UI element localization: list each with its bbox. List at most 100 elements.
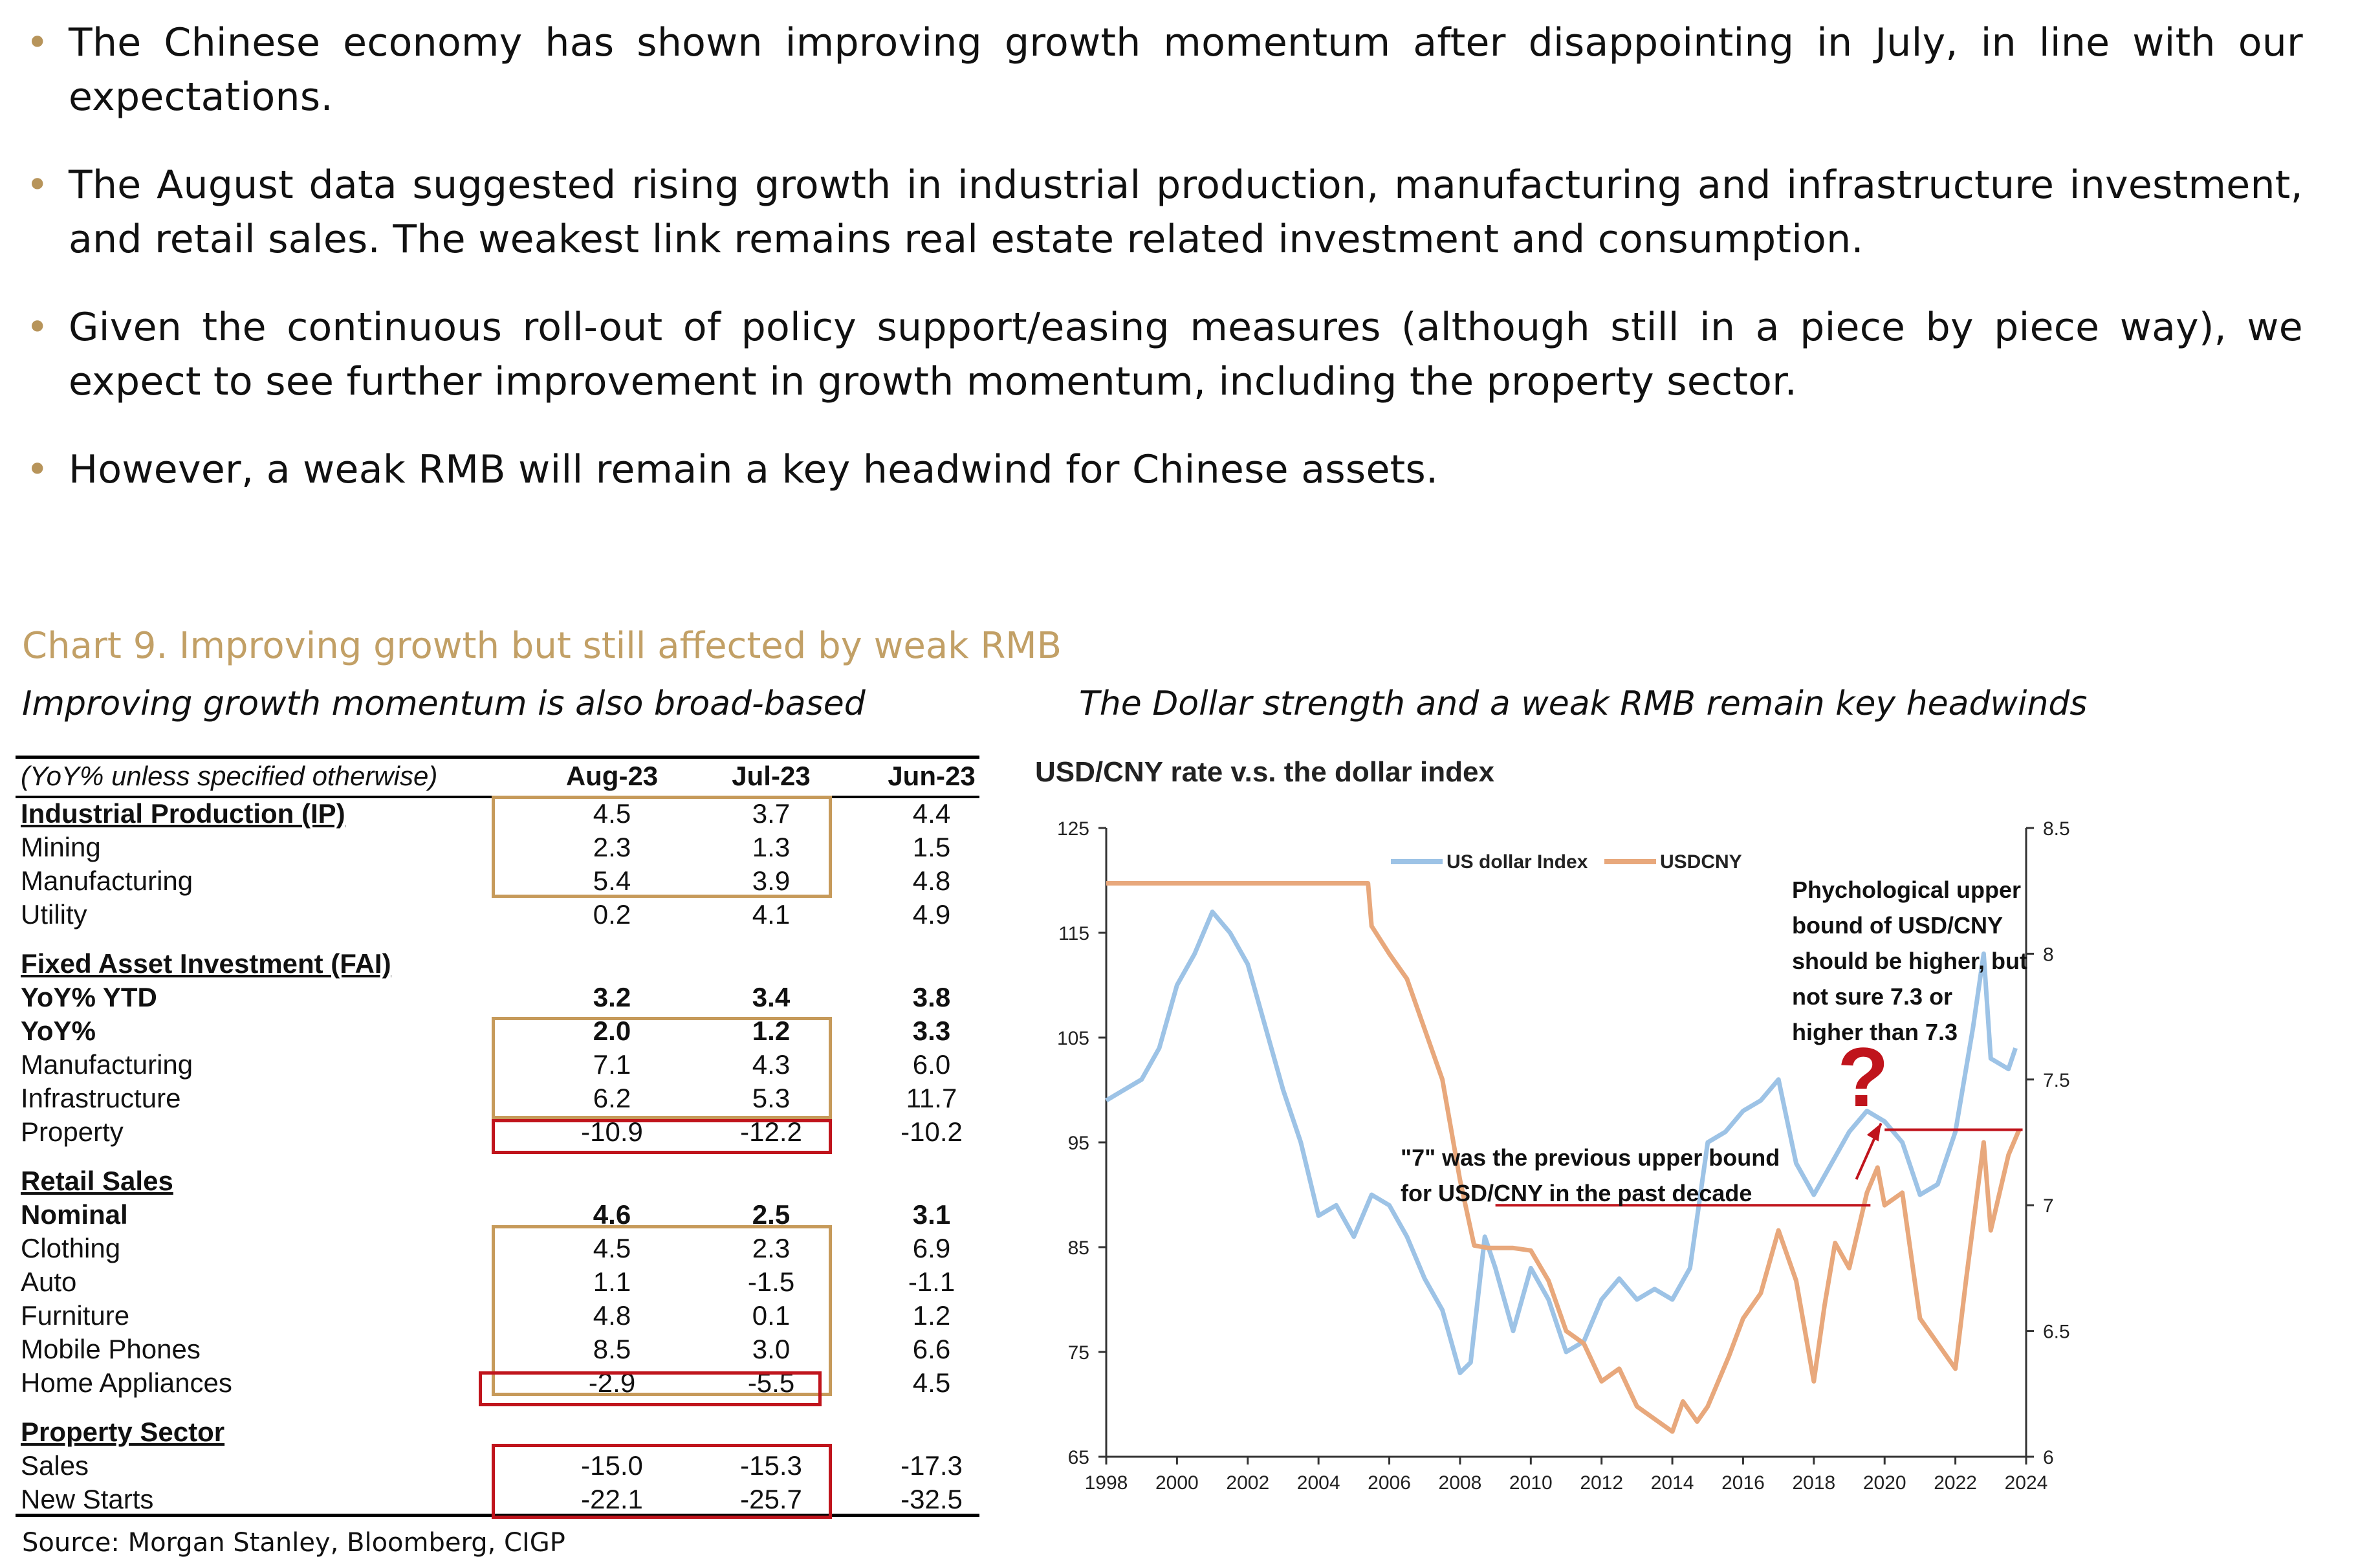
table-row: New Starts -22.1 -25.7 -32.5 [16,1484,979,1518]
row-label: Clothing [21,1233,121,1263]
table-row: Nominal 4.6 2.5 3.1 [16,1199,979,1233]
cell-value: 3.0 [752,1334,791,1364]
left-tick-label: 75 [1068,1342,1089,1364]
x-tick-label: 2000 [1155,1472,1199,1494]
cell-value: 3.3 [912,1016,951,1046]
highlight-box-fai [492,1017,832,1119]
bullet-text: Given the continuous roll-out of policy … [69,305,2303,404]
cell-value: -1.1 [908,1267,955,1297]
right-tick-label: 7.5 [2043,1070,2070,1091]
table-row: Mining 2.3 1.3 1.5 [16,832,979,866]
bullet-text: The Chinese economy has shown improving … [69,20,2303,120]
table-row: Sales -15.0 -15.3 -17.3 [16,1450,979,1484]
cell-value: 3.2 [593,982,631,1012]
cell-value: 4.5 [593,1233,631,1263]
cell-value: 4.5 [912,1367,951,1398]
right-tick-label: 7 [2043,1195,2054,1217]
annotation-upper-bound-line: should be higher, but [1792,948,2027,974]
cell-value: 1.5 [912,832,951,862]
cell-value: 11.7 [906,1083,957,1113]
row-label: Industrial Production (IP) [21,798,345,829]
cell-value: 3.8 [912,982,951,1012]
x-tick-label: 2018 [1792,1472,1835,1494]
row-label: Sales [21,1450,89,1481]
row-label: New Starts [21,1484,154,1514]
row-label: Property [21,1116,124,1147]
table-header-label: (YoY% unless specified otherwise) [21,761,438,791]
annotation-upper-bound-line: higher than 7.3 [1792,1019,1958,1045]
row-label: Mining [21,832,101,862]
cell-value: 5.3 [752,1083,791,1113]
right-tick-label: 8 [2043,944,2054,965]
cell-value: 4.6 [593,1199,631,1230]
highlight-box-property [492,1119,832,1154]
row-label: Infrastructure [21,1083,181,1113]
cell-value: 4.8 [593,1300,631,1331]
right-tick-label: 6 [2043,1447,2054,1468]
table-row: YoY% YTD 3.2 3.4 3.8 [16,982,979,1016]
usdcny-dxy-chart: USD/CNY rate v.s. the dollar index 125 11… [1035,756,2070,1494]
table-row: Property -10.9 -12.2 -10.2 [16,1116,979,1150]
row-label: Utility [21,899,87,930]
bullet-marker: • [26,20,49,65]
x-tick-label: 2014 [1651,1472,1694,1494]
highlight-box-appliances [479,1371,822,1406]
cell-value: -17.3 [901,1450,963,1481]
row-label: YoY% YTD [21,982,157,1012]
legend-label: USDCNY [1660,851,1742,873]
cell-value: 6.9 [912,1233,951,1263]
cell-value: 5.4 [593,866,631,896]
col-header-jul: Jul-23 [732,761,811,791]
table-row: YoY% 2.0 1.2 3.3 [16,1016,979,1049]
chart-subtitle: The Dollar strength and a weak RMB remai… [1079,684,2088,723]
row-label: Furniture [21,1300,130,1331]
annotation-upper-bound-line: bound of USD/CNY [1792,912,2003,939]
question-mark: ? [1837,1030,1888,1124]
left-tick-label: 125 [1057,818,1089,840]
table-row: Clothing 4.5 2.3 6.9 [16,1233,979,1267]
cell-value: 4.9 [912,899,951,930]
row-label: Home Appliances [21,1367,232,1398]
row-label: Retail Sales [21,1166,173,1196]
table-row: Auto 1.1 -1.5 -1.1 [16,1267,979,1300]
annotation-previous-bound-line: "7" was the previous upper bound [1401,1144,1780,1171]
table-row: Infrastructure 6.2 5.3 11.7 [16,1083,979,1116]
bullet-text: The August data suggested rising growth … [69,162,2303,262]
x-tick-label: 2008 [1439,1472,1482,1494]
row-label: Manufacturing [21,1049,193,1080]
table-row: Manufacturing 5.4 3.9 4.8 [16,866,979,899]
x-tick-label: 1998 [1085,1472,1128,1494]
row-label: Auto [21,1267,77,1297]
right-tick-label: 6.5 [2043,1322,2070,1343]
cell-value: 2.3 [752,1233,791,1263]
cell-value: 4.8 [912,866,951,896]
left-tick-label: 105 [1057,1028,1089,1049]
cell-value: 4.5 [593,798,631,829]
bullet-item: • The August data suggested rising growth… [26,158,2303,267]
cell-value: -25.7 [740,1484,802,1514]
highlight-box-ip [492,796,832,898]
annotation-previous-bound-line: for USD/CNY in the past decade [1401,1180,1752,1206]
cell-value: 3.7 [752,798,791,829]
bullet-list: • The Chinese economy has shown improving… [26,16,2303,530]
cell-value: -10.2 [901,1116,963,1147]
left-tick-label: 95 [1068,1133,1089,1154]
usdcny-line [1106,881,2022,1434]
dollar-index-line [1105,909,2018,1375]
cell-value: 2.5 [752,1199,791,1230]
table-top-rule [16,756,979,759]
bullet-marker: • [26,305,49,350]
table-row: Property Sector [16,1417,979,1450]
cell-value: -32.5 [901,1484,963,1514]
table-row: Mobile Phones 8.5 3.0 6.6 [16,1334,979,1367]
x-tick-label: 2016 [1721,1472,1765,1494]
legend-label: US dollar Index [1447,851,1588,873]
source-note: Source: Morgan Stanley, Bloomberg, CIGP [22,1528,565,1558]
row-label: Nominal [21,1199,128,1230]
cell-value: 6.6 [912,1334,951,1364]
x-tick-label: 2022 [1934,1472,1977,1494]
cell-value: 6.2 [593,1083,631,1113]
row-label: Fixed Asset Investment (FAI) [21,948,391,979]
left-tick-label: 115 [1058,923,1089,944]
bullet-item: • The Chinese economy has shown improving… [26,16,2303,124]
